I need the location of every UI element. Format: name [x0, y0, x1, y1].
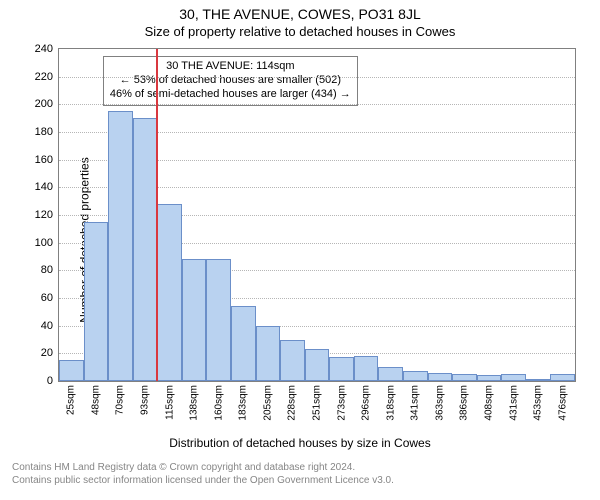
x-tick-label: 115sqm [164, 385, 175, 420]
x-tick-label: 138sqm [189, 385, 200, 421]
histogram-bar [501, 374, 526, 381]
x-tick-label: 48sqm [90, 385, 101, 415]
footer-line-2: Contains public sector information licen… [12, 475, 588, 488]
x-tick-label: 341sqm [410, 385, 421, 421]
x-tick-label: 363sqm [434, 385, 445, 421]
y-tick-label: 20 [41, 347, 53, 359]
y-tick-label: 140 [35, 181, 53, 193]
footer-line-1: Contains HM Land Registry data © Crown c… [12, 462, 588, 475]
histogram-bar [550, 374, 575, 381]
y-tick-label: 200 [35, 98, 53, 110]
x-tick-label: 205sqm [262, 385, 273, 421]
histogram-bar [157, 204, 182, 381]
histogram-bar [280, 340, 305, 382]
histogram-bar [428, 373, 453, 381]
histogram-bar [477, 375, 502, 381]
histogram-bar [108, 111, 133, 381]
y-tick-label: 100 [35, 237, 53, 249]
x-tick-label: 386sqm [459, 385, 470, 421]
info-box: 30 THE AVENUE: 114sqm ← 53% of detached … [103, 56, 358, 105]
y-tick-label: 60 [41, 292, 53, 304]
x-tick-label: 93sqm [140, 385, 151, 415]
chart-subtitle: Size of property relative to detached ho… [0, 24, 600, 39]
x-tick-label: 183sqm [238, 385, 249, 421]
x-tick-label: 160sqm [213, 385, 224, 421]
y-tick-label: 160 [35, 154, 53, 166]
x-tick-label: 273sqm [336, 385, 347, 421]
x-tick-label: 296sqm [361, 385, 372, 421]
y-tick-label: 0 [47, 375, 53, 387]
info-line-1: 30 THE AVENUE: 114sqm [110, 60, 351, 74]
x-tick-label: 70sqm [115, 385, 126, 415]
x-tick-label: 431sqm [508, 385, 519, 421]
histogram-bar [256, 326, 281, 381]
y-tick-label: 180 [35, 126, 53, 138]
page-title: 30, THE AVENUE, COWES, PO31 8JL [0, 6, 600, 22]
x-tick-label: 318sqm [385, 385, 396, 421]
property-marker-line [156, 49, 158, 381]
histogram-bar [378, 367, 403, 381]
x-tick-label: 228sqm [287, 385, 298, 421]
histogram-bar [526, 379, 551, 381]
histogram-bar [403, 371, 428, 381]
footer: Contains HM Land Registry data © Crown c… [12, 462, 588, 487]
histogram-plot: 30 THE AVENUE: 114sqm ← 53% of detached … [58, 48, 576, 382]
x-tick-label: 408sqm [484, 385, 495, 421]
y-tick-label: 120 [35, 209, 53, 221]
histogram-bar [354, 356, 379, 381]
histogram-bar [133, 118, 158, 381]
y-tick-label: 220 [35, 71, 53, 83]
histogram-bar [59, 360, 84, 381]
histogram-bar [452, 374, 477, 381]
x-tick-label: 251sqm [312, 385, 323, 421]
histogram-bar [182, 259, 207, 381]
x-tick-label: 25sqm [66, 385, 77, 415]
y-tick-label: 240 [35, 43, 53, 55]
gridline [59, 77, 575, 78]
x-axis-label: Distribution of detached houses by size … [0, 436, 600, 450]
histogram-bar [84, 222, 109, 381]
gridline [59, 104, 575, 105]
histogram-bar [206, 259, 231, 381]
x-tick-label: 453sqm [533, 385, 544, 421]
y-tick-label: 40 [41, 320, 53, 332]
info-line-3: 46% of semi-detached houses are larger (… [110, 88, 351, 102]
histogram-bar [329, 357, 354, 381]
histogram-bar [231, 306, 256, 381]
x-tick-label: 476sqm [557, 385, 568, 421]
y-tick-label: 80 [41, 264, 53, 276]
histogram-bar [305, 349, 330, 381]
